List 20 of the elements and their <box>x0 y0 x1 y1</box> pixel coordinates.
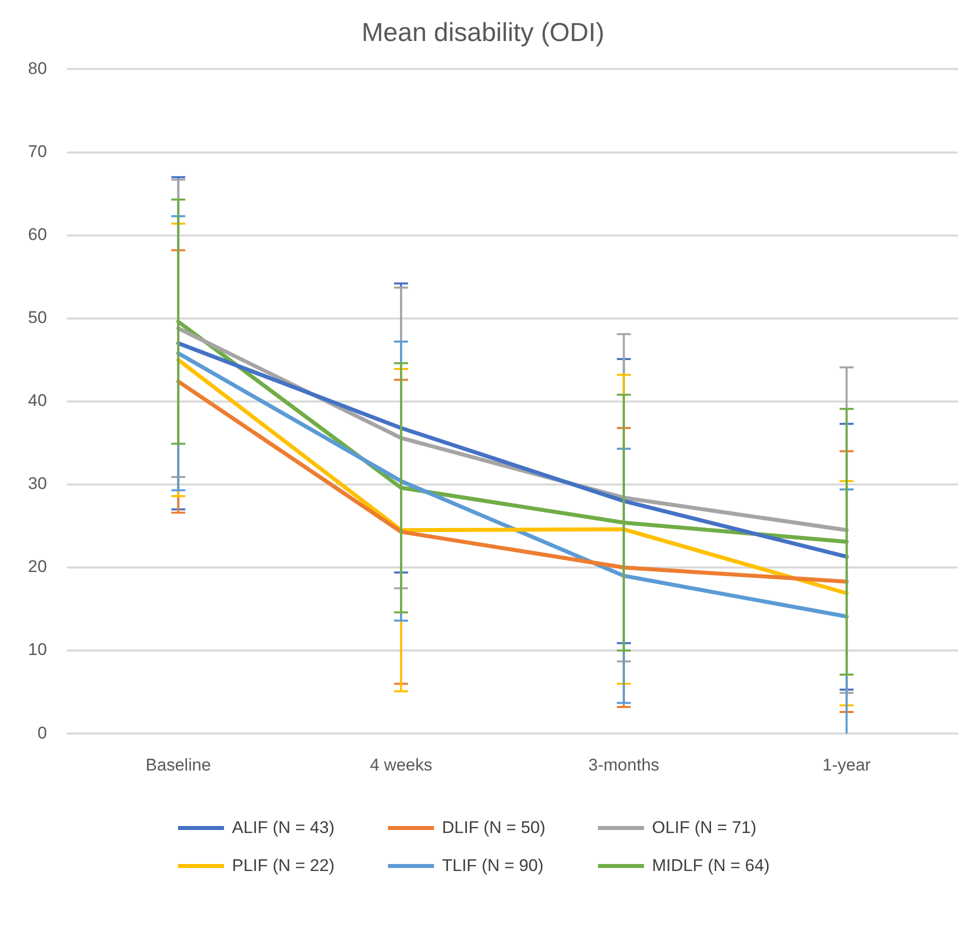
legend-label: MIDLF (N = 64) <box>652 856 770 876</box>
y-tick-label: 20 <box>28 557 47 576</box>
x-tick-label: 1-year <box>822 755 872 774</box>
y-tick-label: 80 <box>28 58 47 78</box>
legend-label: DLIF (N = 50) <box>442 818 546 838</box>
y-tick-label: 0 <box>37 723 47 742</box>
y-tick-label: 70 <box>28 142 47 161</box>
y-tick-label: 60 <box>28 224 47 244</box>
y-tick-label: 10 <box>28 640 47 660</box>
x-tick-label: 3-months <box>588 755 660 774</box>
y-tick-label: 50 <box>28 308 47 328</box>
legend-label: TLIF (N = 90) <box>442 856 544 876</box>
x-tick-label: Baseline <box>146 755 211 774</box>
legend-label: OLIF (N = 71) <box>652 818 756 838</box>
y-tick-label: 40 <box>28 391 47 410</box>
y-tick-label: 30 <box>28 474 47 494</box>
chart-title: Mean disability (ODI) <box>362 16 604 47</box>
legend-label: ALIF (N = 43) <box>232 818 335 838</box>
x-tick-label: 4 weeks <box>370 755 432 774</box>
legend-label: PLIF (N = 22) <box>232 856 335 876</box>
